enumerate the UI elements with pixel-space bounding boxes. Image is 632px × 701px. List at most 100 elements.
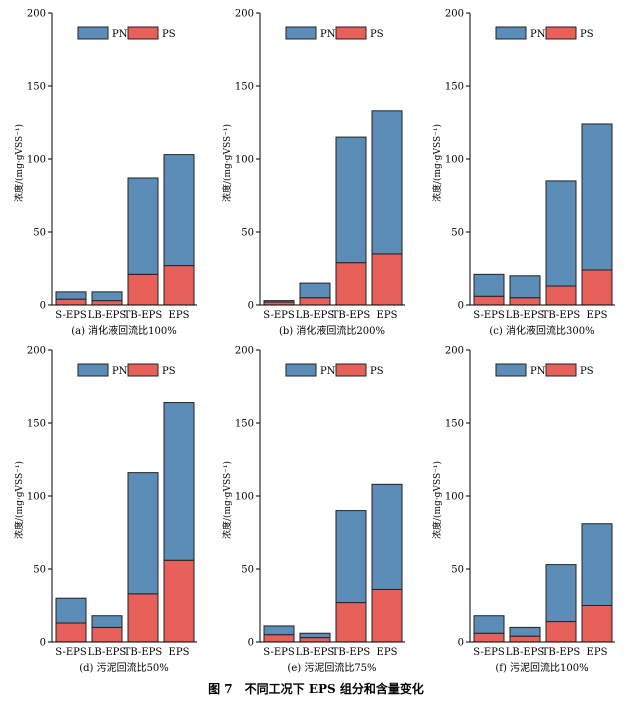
legend-label-ps: PS	[580, 366, 594, 377]
x-tick-label: TB-EPS	[542, 310, 581, 321]
bar-ps-lb-eps	[509, 635, 541, 643]
y-tick-label: 100	[235, 492, 254, 503]
legend-label-ps: PS	[370, 366, 384, 377]
legend-swatch-pn	[77, 26, 109, 40]
legend-label-ps: PS	[580, 29, 594, 40]
x-tick-label: EPS	[169, 647, 190, 658]
bar-ps-s-eps	[263, 634, 295, 643]
chart-subtitle: (c) 消化液回流比300%	[489, 324, 594, 337]
bar-ps-tb-eps	[545, 285, 577, 306]
x-tick-label: LB-EPS	[88, 647, 127, 658]
x-tick-label: LB-EPS	[506, 310, 545, 321]
x-tick-label: S-EPS	[263, 647, 295, 658]
bar-ps-s-eps	[55, 622, 87, 643]
bar-ps-tb-eps	[335, 262, 367, 306]
x-tick-label: EPS	[377, 310, 398, 321]
bar-pn-tb-eps	[127, 472, 159, 595]
y-tick-label: 100	[445, 492, 464, 503]
x-tick-label: LB-EPS	[506, 647, 545, 658]
legend-label-pn: PN	[320, 29, 336, 40]
bar-pn-s-eps	[473, 273, 505, 297]
x-tick-label: S-EPS	[473, 310, 505, 321]
legend: PN PS	[495, 363, 594, 377]
bar-pn-s-eps	[473, 615, 505, 634]
x-tick-label: TB-EPS	[542, 647, 581, 658]
x-tick-label: TB-EPS	[124, 647, 163, 658]
y-tick-label: 100	[27, 155, 46, 166]
y-tick-label: 150	[445, 419, 464, 430]
x-tick-label: EPS	[169, 310, 190, 321]
bar-pn-lb-eps	[91, 615, 123, 628]
bar-pn-eps	[581, 123, 613, 271]
y-tick-label: 50	[451, 565, 464, 576]
legend-swatch-ps	[545, 363, 577, 377]
y-tick-label: 200	[235, 346, 254, 357]
y-tick-label: 200	[27, 9, 46, 20]
chart-subtitle: (d) 污泥回流比50%	[79, 661, 169, 674]
bar-pn-s-eps	[263, 625, 295, 636]
bar-ps-s-eps	[55, 298, 87, 306]
x-tick-label: S-EPS	[263, 310, 295, 321]
x-tick-label: TB-EPS	[332, 647, 371, 658]
y-axis-title: 浓度/(mg·gVSS⁻¹)	[431, 124, 443, 202]
x-tick-label: LB-EPS	[296, 647, 335, 658]
bar-ps-eps	[371, 588, 403, 643]
legend-label-ps: PS	[370, 29, 384, 40]
chart-subtitle: (f) 污泥回流比100%	[495, 661, 588, 674]
legend-swatch-pn	[285, 363, 317, 377]
y-tick-label: 100	[235, 155, 254, 166]
y-tick-label: 150	[235, 82, 254, 93]
y-tick-label: 0	[458, 301, 464, 312]
legend-label-ps: PS	[162, 29, 176, 40]
bar-ps-lb-eps	[299, 297, 331, 306]
y-tick-label: 0	[40, 301, 46, 312]
legend-label-pn: PN	[112, 29, 128, 40]
bar-pn-lb-eps	[299, 282, 331, 299]
legend-swatch-ps	[127, 26, 159, 40]
bar-pn-lb-eps	[509, 275, 541, 299]
legend-label-ps: PS	[162, 366, 176, 377]
y-tick-label: 50	[241, 228, 254, 239]
bar-ps-lb-eps	[91, 300, 123, 306]
y-tick-label: 50	[241, 565, 254, 576]
y-tick-label: 50	[33, 565, 46, 576]
legend-label-pn: PN	[320, 366, 336, 377]
legend: PN PS	[77, 363, 176, 377]
legend-swatch-pn	[77, 363, 109, 377]
y-tick-label: 100	[27, 492, 46, 503]
y-tick-label: 200	[27, 346, 46, 357]
bar-pn-lb-eps	[509, 626, 541, 637]
y-tick-label: 200	[235, 9, 254, 20]
x-tick-label: EPS	[377, 647, 398, 658]
bar-ps-eps	[163, 559, 195, 643]
bar-pn-tb-eps	[545, 180, 577, 287]
y-tick-label: 200	[445, 346, 464, 357]
bar-pn-lb-eps	[299, 632, 331, 639]
bar-ps-eps	[163, 265, 195, 306]
figure-caption: 图 7 不同工况下 EPS 组分和含量变化	[208, 682, 424, 696]
y-tick-label: 200	[445, 9, 464, 20]
legend-label-pn: PN	[530, 29, 546, 40]
x-tick-label: EPS	[587, 647, 608, 658]
legend-swatch-pn	[495, 26, 527, 40]
y-axis-title: 浓度/(mg·gVSS⁻¹)	[221, 461, 233, 539]
legend-label-pn: PN	[112, 366, 128, 377]
bar-pn-eps	[163, 402, 195, 561]
bar-pn-s-eps	[55, 597, 87, 624]
legend: PN PS	[77, 26, 176, 40]
bar-ps-tb-eps	[127, 593, 159, 643]
x-tick-label: LB-EPS	[88, 310, 127, 321]
bar-pn-tb-eps	[335, 136, 367, 264]
y-tick-label: 150	[445, 82, 464, 93]
legend-swatch-ps	[335, 363, 367, 377]
bar-ps-eps	[581, 605, 613, 643]
legend: PN PS	[495, 26, 594, 40]
legend-swatch-ps	[127, 363, 159, 377]
bar-ps-tb-eps	[545, 621, 577, 643]
bar-pn-eps	[371, 483, 403, 590]
